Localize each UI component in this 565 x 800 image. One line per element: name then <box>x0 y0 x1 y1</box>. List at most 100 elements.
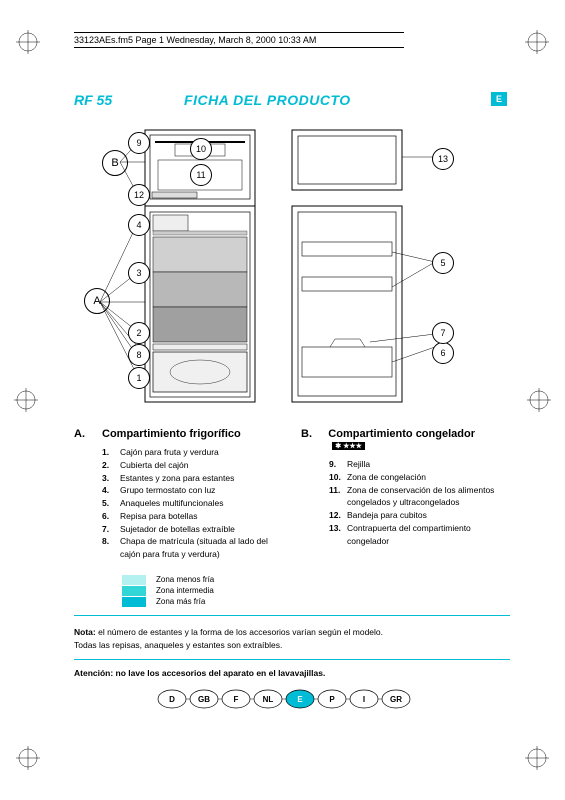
callout-9: 9 <box>128 132 150 154</box>
list-item: 2.Cubierta del cajón <box>102 459 283 472</box>
note-body: el número de estantes y la forma de los … <box>96 627 383 637</box>
callout-7: 7 <box>432 322 454 344</box>
svg-text:F: F <box>234 695 239 704</box>
model-code: RF 55 <box>74 92 112 108</box>
crop-mark-icon <box>525 746 549 770</box>
legend-label: Zona intermedia <box>156 586 214 595</box>
list-item: 3.Estantes y zona para estantes <box>102 472 283 485</box>
callout-8: 8 <box>128 344 150 366</box>
item-text: Cubierta del cajón <box>120 459 189 472</box>
item-number: 8. <box>102 535 120 561</box>
item-text: Zona de congelación <box>347 471 426 484</box>
callout-1: 1 <box>128 367 150 389</box>
list-item: 4.Grupo termostato con luz <box>102 484 283 497</box>
item-number: 9. <box>329 458 347 471</box>
item-text: Contrapuerta del compartimiento congelad… <box>347 522 510 548</box>
callout-10: 10 <box>190 138 212 160</box>
item-number: 5. <box>102 497 120 510</box>
legend-swatch <box>122 575 146 585</box>
callout-12: 12 <box>128 184 150 206</box>
item-text: Sujetador de botellas extraíble <box>120 523 235 536</box>
section-a-letter: A. <box>74 428 102 440</box>
section-b-letter: B. <box>301 428 328 452</box>
item-text: Chapa de matrícula (situada al lado del … <box>120 535 283 561</box>
legend-swatch <box>122 597 146 607</box>
item-text: Anaqueles multifuncionales <box>120 497 223 510</box>
crop-mark-icon <box>16 746 40 770</box>
crop-mark-icon <box>14 388 38 412</box>
section-b-heading: Compartimiento congelador <box>328 428 475 440</box>
svg-text:GR: GR <box>390 695 402 704</box>
list-item: 9.Rejilla <box>329 458 510 471</box>
section-a: A. Compartimiento frigorífico 1.Cajón pa… <box>74 428 283 561</box>
item-number: 12. <box>329 509 347 522</box>
callout-3: 3 <box>128 262 150 284</box>
callout-13: 13 <box>432 148 454 170</box>
svg-text:I: I <box>363 695 365 704</box>
svg-text:NL: NL <box>263 695 274 704</box>
legend-row: Zona intermedia <box>74 586 510 596</box>
svg-text:E: E <box>297 695 303 704</box>
section-label-a: A <box>84 288 110 314</box>
product-diagram: A B 1 2 3 4 5 6 7 8 9 10 11 12 13 <box>90 122 470 412</box>
list-item: 5.Anaqueles multifuncionales <box>102 497 283 510</box>
callout-2: 2 <box>128 322 150 344</box>
list-item: 10.Zona de congelación <box>329 471 510 484</box>
item-number: 13. <box>329 522 347 548</box>
item-number: 3. <box>102 472 120 485</box>
item-text: Rejilla <box>347 458 370 471</box>
list-item: 6.Repisa para botellas <box>102 510 283 523</box>
callout-5: 5 <box>432 252 454 274</box>
page-title: FICHA DEL PRODUCTO <box>184 92 351 108</box>
divider <box>74 659 510 660</box>
item-number: 4. <box>102 484 120 497</box>
section-b: B. Compartimiento congelador ✱ ★★★ 9.Rej… <box>301 428 510 561</box>
callout-11: 11 <box>190 164 212 186</box>
note-line2: Todas las repisas, anaqueles y estantes … <box>74 640 282 650</box>
item-number: 10. <box>329 471 347 484</box>
callout-6: 6 <box>432 342 454 364</box>
item-text: Cajón para fruta y verdura <box>120 446 219 459</box>
svg-text:P: P <box>329 695 335 704</box>
svg-text:D: D <box>169 695 175 704</box>
item-number: 11. <box>329 484 347 510</box>
legend-label: Zona más fría <box>156 597 205 606</box>
list-item: 12.Bandeja para cubitos <box>329 509 510 522</box>
section-label-b: B <box>102 150 128 176</box>
crop-mark-icon <box>525 30 549 54</box>
list-item: 11.Zona de conservación de los alimentos… <box>329 484 510 510</box>
item-number: 1. <box>102 446 120 459</box>
list-item: 1.Cajón para fruta y verdura <box>102 446 283 459</box>
item-text: Zona de conservación de los alimentos co… <box>347 484 510 510</box>
language-badge: E <box>491 92 507 106</box>
divider <box>74 615 510 616</box>
list-item: 7.Sujetador de botellas extraíble <box>102 523 283 536</box>
callout-4: 4 <box>128 214 150 236</box>
item-number: 7. <box>102 523 120 536</box>
item-text: Grupo termostato con luz <box>120 484 215 497</box>
crop-mark-icon <box>527 388 551 412</box>
svg-text:GB: GB <box>198 695 210 704</box>
item-text: Repisa para botellas <box>120 510 198 523</box>
legend-row: Zona menos fría <box>74 575 510 585</box>
legend-label: Zona menos fría <box>156 575 214 584</box>
list-item: 13.Contrapuerta del compartimiento conge… <box>329 522 510 548</box>
item-text: Bandeja para cubitos <box>347 509 427 522</box>
content-area: A. Compartimiento frigorífico 1.Cajón pa… <box>74 428 510 715</box>
item-text: Estantes y zona para estantes <box>120 472 234 485</box>
star-rating-badge: ✱ ★★★ <box>332 442 365 450</box>
title-row: RF 55 FICHA DEL PRODUCTO <box>74 92 510 108</box>
temperature-legend: Zona menos fría Zona intermedia Zona más f… <box>74 575 510 607</box>
legend-row: Zona más fría <box>74 597 510 607</box>
crop-mark-icon <box>16 30 40 54</box>
note-label: Nota: <box>74 627 96 637</box>
section-a-heading: Compartimiento frigorífico <box>102 428 241 440</box>
list-item: 8.Chapa de matrícula (situada al lado de… <box>102 535 283 561</box>
warning-text: Atención: no lave los accesorios del apa… <box>74 668 510 678</box>
note-text: Nota: el número de estantes y la forma d… <box>74 626 510 652</box>
item-number: 2. <box>102 459 120 472</box>
page-header: 33123AEs.fm5 Page 1 Wednesday, March 8, … <box>74 32 404 48</box>
language-strip: D GB F NL E P I GR <box>74 688 510 715</box>
legend-swatch <box>122 586 146 596</box>
item-number: 6. <box>102 510 120 523</box>
